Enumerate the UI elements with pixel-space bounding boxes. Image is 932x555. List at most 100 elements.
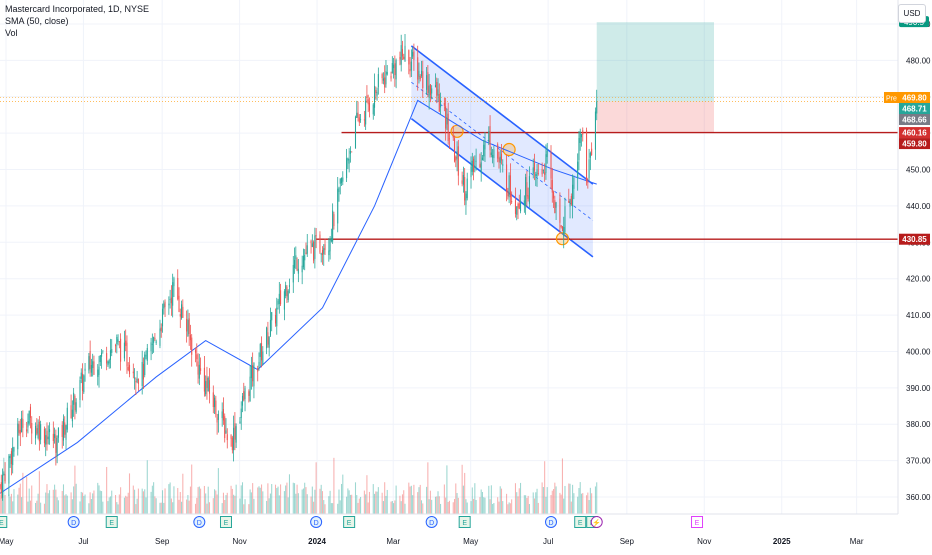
volume-bar: [215, 490, 217, 514]
volume-bar: [45, 492, 47, 514]
candle-body: [163, 303, 165, 309]
volume-bar: [153, 482, 155, 514]
volume-bar: [145, 497, 147, 514]
time-tick-label: May: [463, 537, 478, 546]
volume-bar: [553, 489, 555, 514]
event-badge-earnings[interactable]: E: [458, 516, 471, 528]
candle-body: [221, 411, 223, 419]
candle-body: [573, 177, 575, 189]
volume-bar: [384, 482, 386, 514]
volume-bar: [18, 487, 20, 514]
candle-body: [572, 184, 574, 207]
candle-body: [591, 148, 593, 156]
candle-body: [287, 290, 289, 301]
event-badge-earnings[interactable]: E: [343, 516, 356, 528]
volume-bar: [532, 492, 534, 514]
candle-body: [511, 201, 513, 203]
volume-bar: [186, 499, 188, 514]
volume-bar: [231, 488, 233, 514]
volume-bar: [252, 483, 254, 514]
event-badge-earnings[interactable]: E: [219, 516, 232, 528]
volume-bar: [497, 497, 499, 514]
event-badge-dividend[interactable]: D: [193, 516, 206, 528]
event-badge-earnings[interactable]: E: [0, 516, 8, 528]
candle-body: [479, 164, 481, 168]
volume-bar: [160, 502, 162, 514]
volume-bar: [464, 472, 466, 514]
candle-body: [386, 72, 388, 75]
event-badge-earnings-future[interactable]: E: [691, 516, 704, 528]
volume-bar: [155, 498, 157, 514]
volume-bar: [116, 502, 118, 514]
candle-body: [27, 421, 29, 428]
volume-bar: [426, 486, 428, 514]
event-square: [0, 516, 8, 528]
candle-body: [62, 418, 65, 441]
volume-bar: [465, 499, 467, 514]
candle-body: [536, 169, 538, 177]
candle-body: [520, 201, 522, 212]
volume-bar: [516, 492, 518, 514]
time-tick-label: Jul: [543, 537, 553, 546]
candle-body: [65, 425, 67, 440]
volume-bar: [287, 497, 289, 514]
candle-body: [367, 99, 369, 105]
volume-bar: [436, 496, 438, 514]
pivot-marker: [450, 124, 464, 138]
volume-bar: [586, 495, 588, 514]
candle-body: [559, 198, 561, 223]
event-badge-dividend[interactable]: D: [545, 516, 558, 528]
candle-body: [155, 341, 157, 343]
candle-body: [45, 435, 47, 445]
candle-body: [528, 176, 530, 204]
candle-body: [413, 51, 415, 60]
volume-bar: [313, 501, 315, 514]
candle-body: [518, 203, 520, 209]
volume-bar: [226, 492, 228, 514]
time-tick-label: Nov: [232, 537, 246, 546]
volume-bar: [418, 487, 420, 514]
volume-bar: [338, 489, 340, 514]
volume-bar: [13, 489, 15, 514]
event-badge-split[interactable]: ⚡: [590, 516, 603, 528]
event-circle: [67, 516, 80, 528]
event-badge-earnings[interactable]: E: [574, 516, 587, 528]
volume-bar: [328, 496, 330, 514]
event-badge-dividend[interactable]: D: [67, 516, 80, 528]
candle-body: [429, 84, 431, 96]
candle-body: [182, 306, 184, 318]
volume-bar: [429, 490, 431, 514]
candle-body: [561, 226, 563, 232]
price-label-box: [899, 113, 930, 125]
volume-bar: [390, 501, 392, 514]
currency-button[interactable]: USD: [898, 4, 926, 23]
candle-body: [268, 336, 270, 348]
volume-bar: [239, 498, 241, 514]
event-layer[interactable]: EDEDEDEDEDEE⚡E: [0, 516, 704, 528]
candle-body: [437, 89, 439, 96]
channel-mid-line: [411, 81, 594, 221]
volume-bar: [36, 500, 38, 514]
price-label-text: 460.16: [902, 129, 927, 138]
candle-body: [409, 69, 411, 72]
volume-bar: [296, 484, 298, 514]
event-badge-dividend[interactable]: D: [425, 516, 438, 528]
volume-bar: [117, 504, 119, 514]
candle-body: [179, 314, 181, 317]
candle-body: [186, 318, 188, 332]
candle-body: [324, 244, 326, 251]
price-label-text: 468.71: [902, 104, 927, 113]
candle-body: [35, 425, 37, 439]
event-badge-dividend[interactable]: D: [310, 516, 323, 528]
candle-body: [514, 200, 516, 214]
volume-bar: [413, 484, 415, 514]
volume-bar: [297, 493, 299, 514]
candle-body: [73, 392, 75, 405]
event-badge-earnings[interactable]: E: [105, 516, 118, 528]
candle-body: [106, 353, 108, 364]
candle-body: [3, 473, 5, 475]
volume-bar: [134, 489, 136, 514]
time-axis[interactable]: May Jul Sep Nov 2024 Mar May Jul Sep Nov 2025 Mar: [0, 537, 864, 546]
